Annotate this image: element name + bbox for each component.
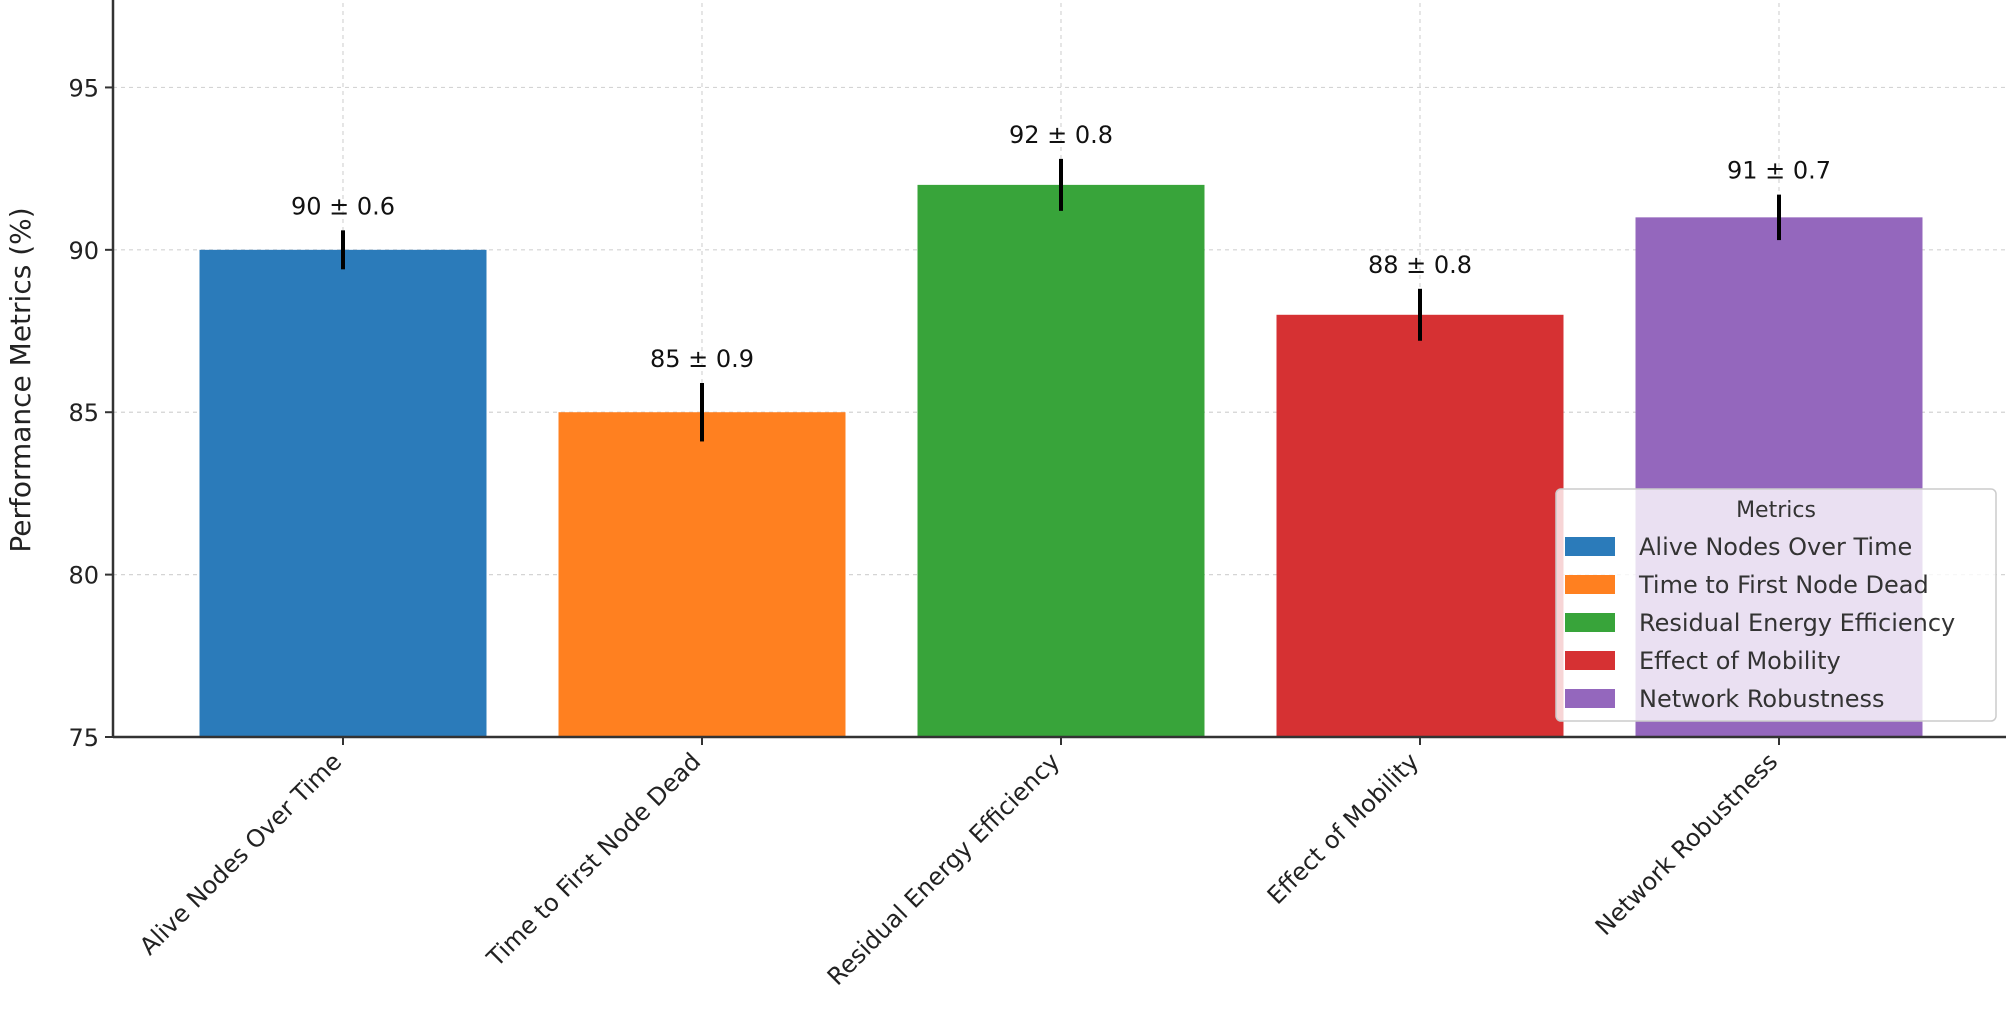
y-tick-label: 85 <box>68 399 99 427</box>
x-tick-label: Network Robustness <box>1590 747 1783 940</box>
bar-data-label: 91 ± 0.7 <box>1727 157 1831 185</box>
legend-swatch <box>1565 651 1615 670</box>
axes <box>111 0 2006 739</box>
bar <box>199 249 487 738</box>
legend: Metrics Alive Nodes Over Time Time to Firs… <box>1555 488 1997 722</box>
data-labels: 90 ± 0.6 85 ± 0.9 92 ± 0.8 88 ± 0.8 91 ± 0.7 <box>291 121 1831 373</box>
legend-entry-label: Network Robustness <box>1639 685 1884 713</box>
legend-swatch <box>1565 575 1615 594</box>
x-tick-label: Residual Energy Efficiency <box>822 747 1065 990</box>
bar-data-label: 88 ± 0.8 <box>1368 251 1472 279</box>
legend-title: Metrics <box>1736 498 1816 523</box>
legend-entry-label: Alive Nodes Over Time <box>1639 533 1912 561</box>
bar-data-label: 92 ± 0.8 <box>1009 121 1113 149</box>
bars <box>199 184 1923 738</box>
bar-data-label: 85 ± 0.9 <box>650 345 754 373</box>
error-bars <box>341 158 1781 442</box>
x-ticks: Alive Nodes Over Time Time to First Node … <box>134 737 1783 991</box>
legend-entry-label: Time to First Node Dead <box>1638 571 1929 599</box>
y-tick-label: 75 <box>68 724 99 752</box>
y-tick-label: 80 <box>68 562 99 590</box>
legend-entry-label: Effect of Mobility <box>1639 647 1841 675</box>
y-tick-label: 90 <box>68 237 99 265</box>
bar <box>558 412 846 737</box>
y-tick-label: 95 <box>68 74 99 102</box>
legend-swatch <box>1565 613 1615 632</box>
bar <box>1276 314 1564 737</box>
x-tick-label: Alive Nodes Over Time <box>134 747 347 960</box>
y-ticks: 75 80 85 90 95 <box>68 74 113 752</box>
legend-entry-label: Residual Energy Efficiency <box>1639 609 1955 637</box>
x-tick-label: Time to First Node Dead <box>481 747 706 972</box>
legend-swatch <box>1565 537 1615 556</box>
legend-box <box>1555 488 1997 722</box>
bar-data-label: 90 ± 0.6 <box>291 192 395 220</box>
legend-swatch <box>1565 689 1615 708</box>
y-axis-label: Performance Metrics (%) <box>4 207 37 552</box>
x-tick-label: Effect of Mobility <box>1262 747 1424 909</box>
bar <box>917 184 1205 737</box>
